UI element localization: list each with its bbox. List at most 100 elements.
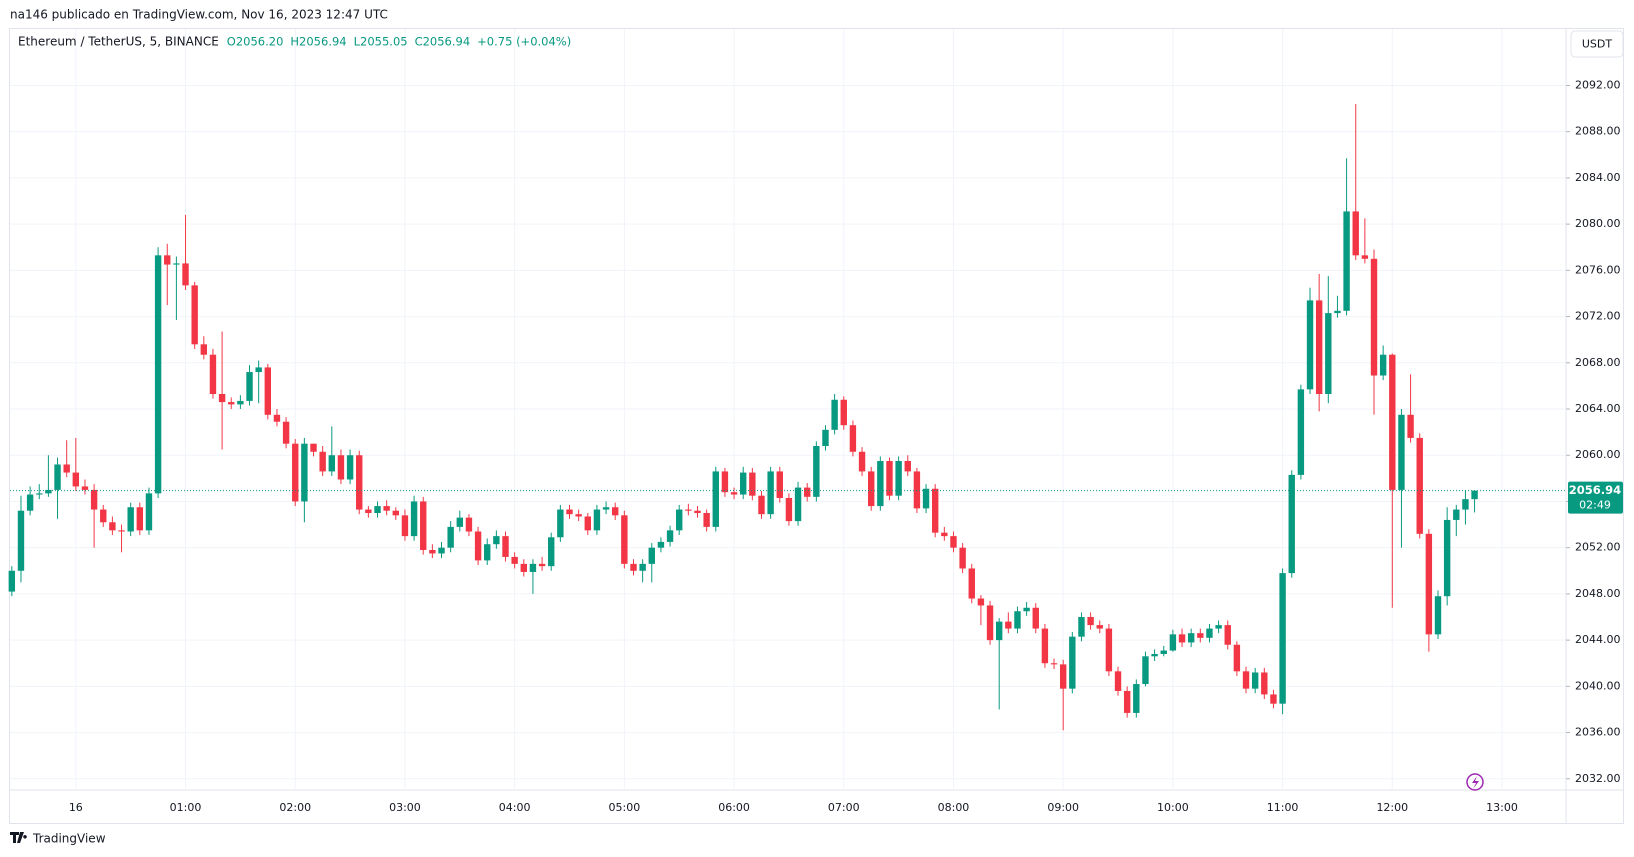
- candle-body: [877, 461, 884, 507]
- candle-body: [401, 515, 409, 537]
- y-tick-label: 2068.00: [1575, 356, 1621, 369]
- candle-body: [694, 510, 701, 514]
- alert-bolt: [1472, 776, 1479, 789]
- candle-body: [191, 285, 198, 345]
- candle-body: [301, 443, 308, 502]
- x-tick-label: 13:00: [1486, 801, 1518, 814]
- candle-body: [1315, 300, 1323, 394]
- candle-body: [474, 531, 482, 561]
- candle-body: [1142, 656, 1149, 685]
- candle-body: [173, 263, 180, 265]
- candle-body: [813, 445, 820, 497]
- candle-body: [822, 429, 829, 446]
- candle-body: [1224, 625, 1231, 645]
- candle-body: [264, 367, 272, 415]
- candle-body: [977, 598, 985, 606]
- candle-body: [81, 486, 89, 490]
- y-tick-label: 2032.00: [1575, 772, 1621, 785]
- chart-frame: [9, 28, 1624, 824]
- candle-body: [136, 507, 144, 531]
- x-tick-label: 05:00: [609, 801, 641, 814]
- candle-body: [1133, 684, 1140, 713]
- x-tick-label: 03:00: [389, 801, 421, 814]
- candle-body: [145, 493, 153, 531]
- candle-body: [1416, 437, 1423, 534]
- x-tick-label: 08:00: [938, 801, 970, 814]
- y-tick-label: 2048.00: [1575, 587, 1621, 600]
- candle-body: [968, 568, 975, 599]
- candle-body: [1187, 633, 1195, 643]
- candle-body: [1251, 672, 1259, 689]
- y-tick-label: 2052.00: [1575, 541, 1621, 554]
- candle-body: [785, 497, 793, 522]
- candle-body: [100, 509, 107, 523]
- symbol-label: Ethereum / TetherUS, 5, BINANCE: [18, 35, 219, 49]
- candle-body: [511, 556, 518, 564]
- candle-body: [154, 255, 162, 494]
- candle-body: [1297, 389, 1305, 475]
- publish-note: na146 publicado en TradingView.com, Nov …: [10, 8, 388, 22]
- y-tick-label: 2084.00: [1575, 171, 1621, 184]
- candle-body: [36, 493, 43, 495]
- candle-body: [8, 570, 16, 592]
- candle-body: [1279, 573, 1286, 704]
- candle-body: [1471, 490, 1478, 500]
- y-tick-label: 2040.00: [1575, 679, 1621, 692]
- x-tick-label: 04:00: [499, 801, 531, 814]
- candle-body: [1425, 533, 1433, 635]
- candle-body: [520, 563, 527, 572]
- candle-body: [703, 513, 710, 527]
- candle-body: [1389, 354, 1396, 490]
- candle-body: [548, 537, 555, 567]
- x-tick-label: 01:00: [170, 801, 202, 814]
- candle-body: [420, 501, 427, 550]
- candle-body: [895, 461, 902, 496]
- candle-body: [26, 494, 34, 511]
- candle-body: [986, 605, 994, 641]
- candle-body: [328, 455, 336, 472]
- candle-body: [1306, 300, 1314, 390]
- candle-body: [1123, 690, 1131, 713]
- last-price-label: 2056.94: [1569, 483, 1621, 497]
- candle-body: [383, 506, 390, 511]
- candle-body: [493, 536, 500, 545]
- candle-body: [612, 507, 619, 516]
- candle-body: [1023, 607, 1030, 612]
- candle-body: [447, 526, 454, 548]
- currency-label[interactable]: USDT: [1582, 38, 1613, 51]
- candle-body: [630, 563, 637, 571]
- candle-body: [602, 507, 610, 510]
- candle-body: [858, 451, 866, 472]
- candle-body: [730, 492, 738, 495]
- candle-body: [904, 461, 911, 472]
- candle-body: [1334, 310, 1341, 314]
- x-tick-label: 11:00: [1267, 801, 1299, 814]
- candle-body: [803, 487, 811, 497]
- candle-body: [1352, 211, 1359, 256]
- candle-body: [1288, 474, 1295, 574]
- candle-body: [273, 414, 281, 422]
- candle-body: [63, 464, 70, 473]
- candle-body: [365, 509, 372, 514]
- candle-body: [182, 263, 189, 286]
- candle-body: [484, 544, 491, 561]
- candle-body: [337, 455, 345, 480]
- currency-button[interactable]: [1570, 30, 1624, 58]
- ohlc-label: H2056.94: [290, 35, 346, 49]
- candle-body: [1059, 664, 1067, 689]
- x-tick-label: 06:00: [718, 801, 750, 814]
- candle-body: [319, 451, 326, 472]
- y-tick-label: 2092.00: [1575, 78, 1621, 91]
- alert-icon[interactable]: [1466, 773, 1484, 791]
- candles: [8, 103, 1478, 731]
- candle-body: [109, 522, 116, 531]
- candle-body: [767, 471, 774, 515]
- candle-body: [118, 530, 125, 532]
- brand-logo: [10, 832, 27, 843]
- candle-body: [1434, 596, 1442, 635]
- candle-body: [502, 536, 509, 557]
- y-tick-label: 2060.00: [1575, 448, 1621, 461]
- x-tick-label: 10:00: [1157, 801, 1189, 814]
